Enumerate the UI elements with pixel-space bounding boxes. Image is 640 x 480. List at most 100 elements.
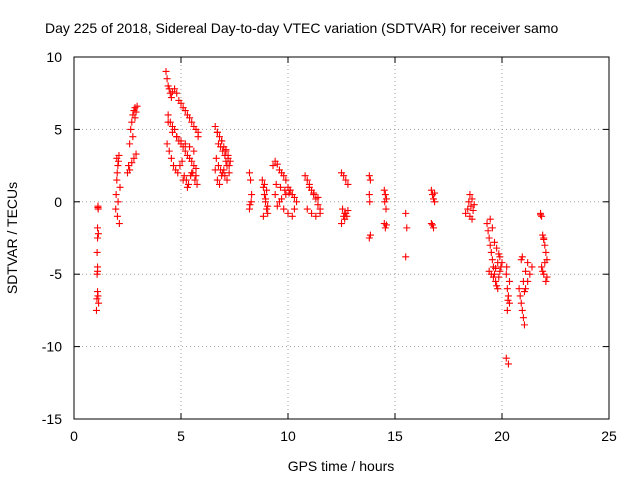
data-point <box>366 198 374 206</box>
data-point <box>94 224 102 232</box>
data-point <box>127 125 135 133</box>
data-point <box>494 259 502 267</box>
data-point <box>303 205 311 213</box>
data-point <box>133 102 141 110</box>
data-point <box>258 176 266 184</box>
data-point <box>273 202 281 210</box>
data-point <box>165 147 173 155</box>
data-point <box>213 128 221 136</box>
data-point <box>168 128 176 136</box>
data-point <box>310 189 318 197</box>
data-point <box>288 212 296 220</box>
data-point <box>483 220 491 228</box>
data-point <box>516 292 524 300</box>
data-point <box>192 164 200 172</box>
data-point <box>494 285 502 293</box>
data-point <box>518 306 526 314</box>
data-point <box>382 221 390 229</box>
data-point <box>518 253 526 261</box>
data-point <box>504 296 512 304</box>
data-point <box>466 191 474 199</box>
data-point <box>503 285 511 293</box>
y-tick-label: -5 <box>50 266 63 282</box>
data-point <box>541 259 549 267</box>
data-point <box>264 209 272 217</box>
data-point <box>225 169 233 177</box>
data-point <box>174 169 182 177</box>
data-point <box>262 195 270 203</box>
data-point <box>290 193 298 201</box>
data-point <box>173 89 181 97</box>
data-point <box>469 206 477 214</box>
data-point <box>538 212 546 220</box>
data-point <box>428 221 436 229</box>
data-point <box>178 157 186 165</box>
data-point <box>427 220 435 228</box>
data-point <box>131 114 139 122</box>
data-point <box>248 191 256 199</box>
x-tick-label: 15 <box>387 428 403 444</box>
data-point <box>128 159 136 167</box>
data-point <box>115 220 123 228</box>
data-point <box>246 201 254 209</box>
data-point <box>188 169 196 177</box>
data-point <box>381 224 389 232</box>
grid <box>74 57 609 419</box>
data-point <box>164 82 172 90</box>
data-point <box>316 209 324 217</box>
data-point <box>431 189 439 197</box>
data-point <box>269 162 277 170</box>
data-point <box>542 277 550 285</box>
data-point <box>301 172 309 180</box>
data-point <box>492 264 500 272</box>
data-point <box>94 230 102 238</box>
data-point <box>314 201 322 209</box>
data-point <box>188 157 196 165</box>
data-point <box>537 211 545 219</box>
data-point <box>130 154 138 162</box>
data-point <box>277 183 285 191</box>
data-point <box>427 186 435 194</box>
data-point <box>538 263 546 271</box>
data-point <box>520 288 528 296</box>
data-point <box>528 263 536 271</box>
data-point <box>492 277 500 285</box>
data-point <box>132 108 140 116</box>
data-point <box>125 162 133 170</box>
data-point <box>218 137 226 145</box>
data-point <box>430 195 438 203</box>
data-point <box>381 191 389 199</box>
data-point <box>112 205 120 213</box>
data-point <box>465 198 473 206</box>
data-point <box>485 234 493 242</box>
data-point <box>402 253 410 261</box>
data-point <box>340 172 348 180</box>
data-point <box>470 201 478 209</box>
data-point <box>515 285 523 293</box>
data-point <box>217 143 225 151</box>
data-point <box>503 306 511 314</box>
data-point <box>517 299 525 307</box>
data-point <box>163 75 171 83</box>
y-tick-label: -15 <box>42 411 62 427</box>
data-point <box>522 285 530 293</box>
data-point <box>491 238 499 246</box>
x-tick-label: 0 <box>70 428 78 444</box>
data-point <box>503 263 511 271</box>
data-point <box>167 94 175 102</box>
data-point <box>221 151 229 159</box>
data-point <box>303 176 311 184</box>
data-point <box>487 248 495 256</box>
data-point <box>280 172 288 180</box>
data-point <box>176 162 184 170</box>
data-point <box>163 140 171 148</box>
data-point <box>259 183 267 191</box>
data-point <box>260 191 268 199</box>
data-point <box>216 180 224 188</box>
data-point <box>278 195 286 203</box>
data-point <box>94 202 102 210</box>
data-point <box>505 277 513 285</box>
data-point <box>113 176 121 184</box>
data-point <box>162 67 170 75</box>
